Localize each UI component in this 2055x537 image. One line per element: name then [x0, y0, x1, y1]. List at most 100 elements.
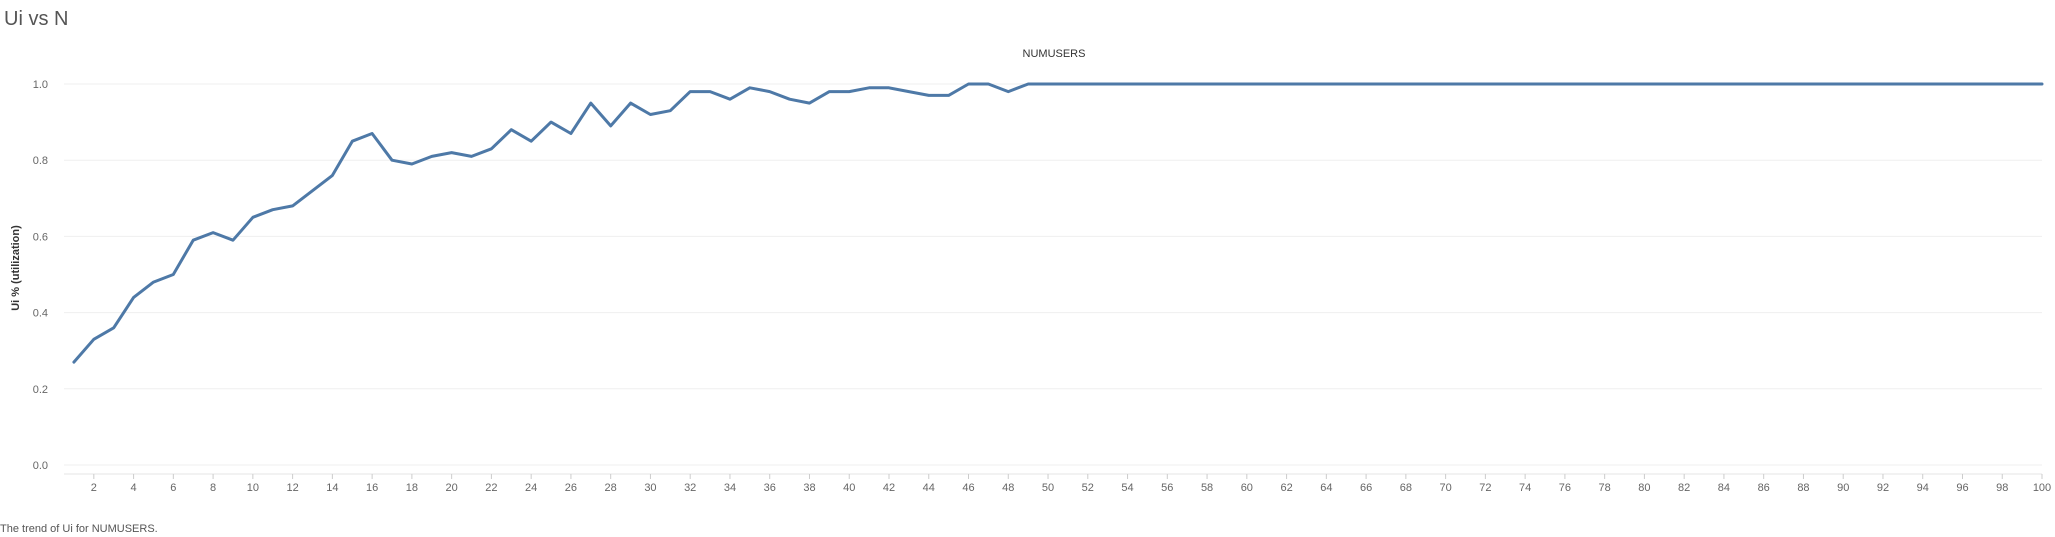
data-point[interactable] — [1760, 80, 1768, 88]
data-point[interactable] — [766, 88, 774, 96]
data-point[interactable] — [169, 271, 177, 279]
data-point[interactable] — [607, 122, 615, 130]
data-point[interactable] — [1302, 80, 1310, 88]
data-point[interactable] — [1799, 80, 1807, 88]
data-point[interactable] — [825, 88, 833, 96]
data-point[interactable] — [1720, 80, 1728, 88]
data-point[interactable] — [845, 88, 853, 96]
data-point[interactable] — [249, 213, 257, 221]
data-point[interactable] — [1143, 80, 1151, 88]
data-point[interactable] — [2038, 80, 2046, 88]
data-point[interactable] — [1124, 80, 1132, 88]
data-point[interactable] — [1382, 80, 1390, 88]
data-point[interactable] — [487, 145, 495, 153]
data-point[interactable] — [1680, 80, 1688, 88]
data-point[interactable] — [1422, 80, 1430, 88]
data-point[interactable] — [1362, 80, 1370, 88]
data-point[interactable] — [1640, 80, 1648, 88]
data-point[interactable] — [587, 99, 595, 107]
data-point[interactable] — [1104, 80, 1112, 88]
data-point[interactable] — [1740, 80, 1748, 88]
data-point[interactable] — [70, 358, 78, 366]
data-point[interactable] — [1541, 80, 1549, 88]
data-point[interactable] — [2018, 80, 2026, 88]
data-point[interactable] — [1859, 80, 1867, 88]
data-point[interactable] — [1402, 80, 1410, 88]
data-point[interactable] — [805, 99, 813, 107]
data-point[interactable] — [984, 80, 992, 88]
data-point[interactable] — [786, 95, 794, 103]
data-point[interactable] — [308, 187, 316, 195]
data-point[interactable] — [547, 118, 555, 126]
data-point[interactable] — [1998, 80, 2006, 88]
data-point[interactable] — [1183, 80, 1191, 88]
data-point[interactable] — [130, 293, 138, 301]
data-point[interactable] — [1461, 80, 1469, 88]
data-point[interactable] — [1481, 80, 1489, 88]
data-point[interactable] — [527, 137, 535, 145]
data-point[interactable] — [1919, 80, 1927, 88]
data-point[interactable] — [905, 88, 913, 96]
data-point[interactable] — [666, 107, 674, 115]
data-point[interactable] — [348, 137, 356, 145]
data-point[interactable] — [269, 206, 277, 214]
data-point[interactable] — [945, 91, 953, 99]
data-point[interactable] — [408, 160, 416, 168]
data-point[interactable] — [1024, 80, 1032, 88]
data-point[interactable] — [1601, 80, 1609, 88]
data-point[interactable] — [1243, 80, 1251, 88]
data-point[interactable] — [686, 88, 694, 96]
data-point[interactable] — [1203, 80, 1211, 88]
data-point[interactable] — [1700, 80, 1708, 88]
data-point[interactable] — [1501, 80, 1509, 88]
data-point[interactable] — [1939, 80, 1947, 88]
data-point[interactable] — [1163, 80, 1171, 88]
data-point[interactable] — [229, 236, 237, 244]
data-point[interactable] — [468, 152, 476, 160]
data-point[interactable] — [209, 229, 217, 237]
data-point[interactable] — [1263, 80, 1271, 88]
data-point[interactable] — [726, 95, 734, 103]
data-point[interactable] — [1223, 80, 1231, 88]
data-point[interactable] — [627, 99, 635, 107]
data-point[interactable] — [1044, 80, 1052, 88]
data-point[interactable] — [746, 84, 754, 92]
data-point[interactable] — [1879, 80, 1887, 88]
data-point[interactable] — [1899, 80, 1907, 88]
data-point[interactable] — [1521, 80, 1529, 88]
data-point[interactable] — [328, 171, 336, 179]
data-point[interactable] — [189, 236, 197, 244]
data-point[interactable] — [1819, 80, 1827, 88]
data-point[interactable] — [149, 278, 157, 286]
data-point[interactable] — [1621, 80, 1629, 88]
data-point[interactable] — [885, 84, 893, 92]
data-point[interactable] — [865, 84, 873, 92]
data-point[interactable] — [646, 110, 654, 118]
data-point[interactable] — [1004, 88, 1012, 96]
data-point[interactable] — [925, 91, 933, 99]
data-point[interactable] — [1342, 80, 1350, 88]
data-point[interactable] — [368, 130, 376, 138]
data-point[interactable] — [1322, 80, 1330, 88]
data-point[interactable] — [1660, 80, 1668, 88]
data-point[interactable] — [1561, 80, 1569, 88]
data-point[interactable] — [90, 335, 98, 343]
data-point[interactable] — [1839, 80, 1847, 88]
data-point[interactable] — [448, 149, 456, 157]
data-point[interactable] — [110, 324, 118, 332]
data-point[interactable] — [1581, 80, 1589, 88]
data-point[interactable] — [1442, 80, 1450, 88]
data-point[interactable] — [428, 152, 436, 160]
data-point[interactable] — [1978, 80, 1986, 88]
data-point[interactable] — [289, 202, 297, 210]
data-point[interactable] — [1084, 80, 1092, 88]
data-point[interactable] — [1064, 80, 1072, 88]
data-point[interactable] — [965, 80, 973, 88]
data-point[interactable] — [388, 156, 396, 164]
data-point[interactable] — [567, 130, 575, 138]
data-point[interactable] — [1958, 80, 1966, 88]
data-point[interactable] — [507, 126, 515, 134]
data-point[interactable] — [1780, 80, 1788, 88]
data-point[interactable] — [1283, 80, 1291, 88]
data-point[interactable] — [706, 88, 714, 96]
